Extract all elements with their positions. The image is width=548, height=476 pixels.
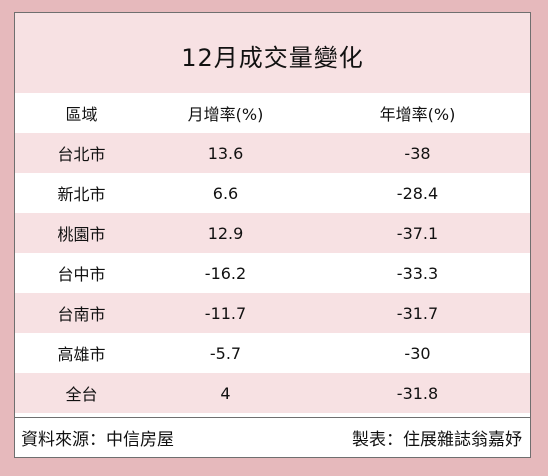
header-monthly-change: 月增率(%) (148, 93, 303, 133)
yearly-change-cell: -37.1 (303, 213, 530, 253)
table-row: 高雄市 -5.7 -30 (15, 333, 530, 373)
monthly-change-cell: 4 (148, 373, 303, 413)
region-cell: 桃園市 (15, 213, 148, 253)
yearly-change-cell: -31.8 (303, 373, 530, 413)
yearly-change-cell: -33.3 (303, 253, 530, 293)
header-region: 區域 (15, 93, 148, 133)
table-card: 12月成交量變化 區域 月增率(%) 年增率(%) 台北市 13.6 -38 新… (14, 12, 531, 458)
monthly-change-cell: -5.7 (148, 333, 303, 373)
monthly-change-cell: -11.7 (148, 293, 303, 333)
credit-note: 製表：住展雜誌翁嘉妤 (352, 430, 522, 450)
source-note: 資料來源：中信房屋 (21, 430, 174, 450)
monthly-change-cell: 12.9 (148, 213, 303, 253)
yearly-change-cell: -31.7 (303, 293, 530, 333)
table-row: 新北市 6.6 -28.4 (15, 173, 530, 213)
header-yearly-change: 年增率(%) (303, 93, 530, 133)
region-cell: 台北市 (15, 133, 148, 173)
data-table: 區域 月增率(%) 年增率(%) 台北市 13.6 -38 新北市 6.6 -2… (15, 93, 530, 413)
yearly-change-cell: -30 (303, 333, 530, 373)
table-row: 桃園市 12.9 -37.1 (15, 213, 530, 253)
region-cell: 台南市 (15, 293, 148, 333)
table-row: 台南市 -11.7 -31.7 (15, 293, 530, 333)
table-row: 台北市 13.6 -38 (15, 133, 530, 173)
region-cell: 高雄市 (15, 333, 148, 373)
table-title: 12月成交量變化 (181, 43, 364, 72)
monthly-change-cell: 6.6 (148, 173, 303, 213)
yearly-change-cell: -28.4 (303, 173, 530, 213)
header-row: 區域 月增率(%) 年增率(%) (15, 93, 530, 133)
yearly-change-cell: -38 (303, 133, 530, 173)
table-row: 台中市 -16.2 -33.3 (15, 253, 530, 293)
table-row: 全台 4 -31.8 (15, 373, 530, 413)
monthly-change-cell: -16.2 (148, 253, 303, 293)
region-cell: 新北市 (15, 173, 148, 213)
title-band: 12月成交量變化 (15, 13, 530, 93)
footer: 資料來源：中信房屋 製表：住展雜誌翁嘉妤 (15, 417, 530, 457)
monthly-change-cell: 13.6 (148, 133, 303, 173)
region-cell: 台中市 (15, 253, 148, 293)
region-cell: 全台 (15, 373, 148, 413)
